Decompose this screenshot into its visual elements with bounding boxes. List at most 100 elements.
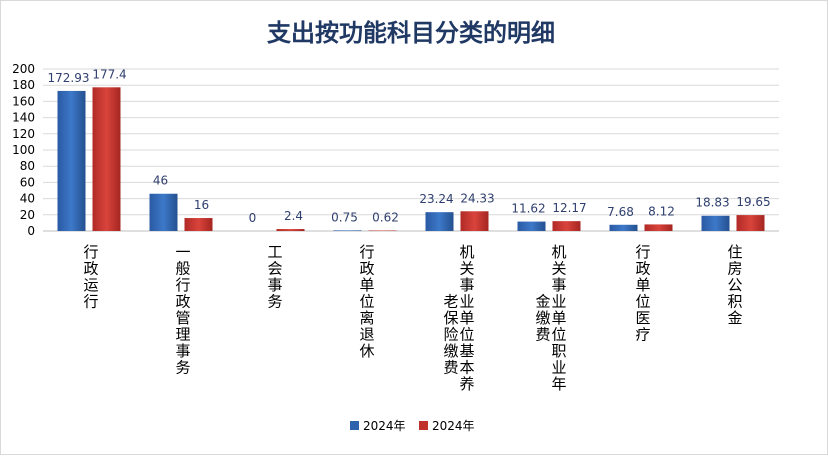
- bars: [57, 87, 765, 231]
- category-char: 职: [551, 342, 566, 360]
- data-label: 2.4: [284, 209, 303, 223]
- y-axis-ticks: 0 20 40 60 80 100 120 140 160 180 200: [12, 62, 35, 238]
- category-char: 业: [459, 293, 474, 311]
- y-tick-label: 140: [12, 111, 35, 125]
- category-char: 业: [551, 359, 566, 377]
- y-tick-label: 60: [20, 175, 35, 189]
- bar-series-1: [425, 212, 454, 231]
- data-label: 11.62: [511, 202, 545, 216]
- data-label: 23.24: [419, 192, 453, 206]
- category-char: 单: [359, 276, 374, 294]
- category-char: 般: [175, 260, 190, 278]
- category-char: 老: [443, 293, 458, 311]
- category-char: 离: [359, 309, 374, 327]
- category-char: 养: [459, 375, 474, 393]
- bar-series-1: [149, 193, 178, 231]
- category-char: 休: [359, 342, 374, 360]
- category-char: 工: [267, 243, 282, 261]
- y-tick-label: 180: [12, 78, 35, 92]
- category-char: 行: [635, 243, 650, 261]
- category-char: 金: [727, 309, 742, 327]
- category-char: 业: [551, 293, 566, 311]
- category-char: 费: [535, 326, 550, 344]
- category-char: 政: [175, 293, 190, 311]
- legend-swatch: [350, 421, 359, 430]
- data-label: 0: [249, 211, 257, 225]
- legend: 2024年 2024年: [350, 419, 475, 433]
- y-tick-label: 160: [12, 94, 35, 108]
- data-label: 8.12: [648, 204, 675, 218]
- category-char: 机: [459, 243, 474, 261]
- y-tick-label: 80: [20, 159, 35, 173]
- category-char: 政: [635, 260, 650, 278]
- category-char: 公: [727, 276, 742, 294]
- category-char: 运: [83, 276, 98, 294]
- category-char: 位: [459, 326, 474, 344]
- bar-series-1: [609, 224, 638, 231]
- y-tick-label: 100: [12, 143, 35, 157]
- category-char: 疗: [635, 326, 650, 344]
- category-char: 本: [459, 359, 474, 377]
- category-char: 住: [727, 243, 742, 261]
- data-label: 24.33: [460, 191, 494, 205]
- data-label: 0.75: [331, 210, 358, 224]
- bar-series-2: [276, 229, 305, 231]
- category-char: 务: [267, 293, 282, 311]
- data-label: 0.62: [372, 210, 399, 224]
- category-char: 房: [727, 260, 742, 278]
- category-char: 一: [175, 243, 190, 261]
- category-char: 位: [359, 293, 374, 311]
- category-char: 会: [267, 260, 282, 278]
- category-char: 政: [359, 260, 374, 278]
- category-char: 行: [83, 243, 98, 261]
- category-char: 退: [359, 326, 374, 344]
- category-char: 事: [551, 276, 566, 294]
- category-char: 险: [443, 326, 458, 344]
- data-label: 19.65: [736, 195, 770, 209]
- category-char: 单: [459, 309, 474, 327]
- bar-series-1: [57, 90, 86, 231]
- bar-series-1: [333, 230, 362, 231]
- y-tick-label: 0: [27, 224, 35, 238]
- y-tick-label: 120: [12, 127, 35, 141]
- category-char: 政: [83, 260, 98, 278]
- y-tick-label: 200: [12, 62, 35, 76]
- data-label: 172.93: [48, 71, 90, 85]
- data-label: 177.4: [92, 67, 126, 81]
- category-char: 金: [535, 293, 550, 311]
- category-char: 保: [443, 309, 458, 327]
- bar-series-1: [517, 221, 546, 231]
- category-char: 关: [459, 260, 474, 278]
- bar-series-2: [460, 211, 489, 231]
- category-char: 事: [459, 276, 474, 294]
- category-char: 缴: [443, 342, 458, 360]
- data-label: 46: [153, 174, 168, 188]
- category-char: 关: [551, 260, 566, 278]
- category-char: 单: [551, 309, 566, 327]
- bar-series-2: [552, 221, 581, 231]
- bar-series-2: [644, 224, 673, 231]
- category-char: 管: [175, 309, 190, 327]
- data-label: 18.83: [695, 196, 729, 210]
- category-char: 费: [443, 359, 458, 377]
- data-labels: 172.93 177.4 46 16 0 2.4 0.75 0.62 23.24 24.33 11.…: [48, 67, 771, 225]
- data-label: 12.17: [552, 201, 586, 215]
- data-label: 16: [194, 198, 209, 212]
- category-char: 行: [175, 276, 190, 294]
- category-char: 理: [175, 326, 190, 344]
- category-char: 事: [267, 276, 282, 294]
- category-char: 事: [175, 342, 190, 360]
- category-char: 基: [459, 342, 474, 360]
- x-axis-categories: 行政运行一般行政管理事务工会事务行政单位离退休老保险缴费机关事业单位基本养金缴费…: [83, 243, 742, 393]
- bar-series-2: [736, 215, 765, 231]
- category-char: 积: [727, 293, 742, 311]
- category-char: 行: [359, 243, 374, 261]
